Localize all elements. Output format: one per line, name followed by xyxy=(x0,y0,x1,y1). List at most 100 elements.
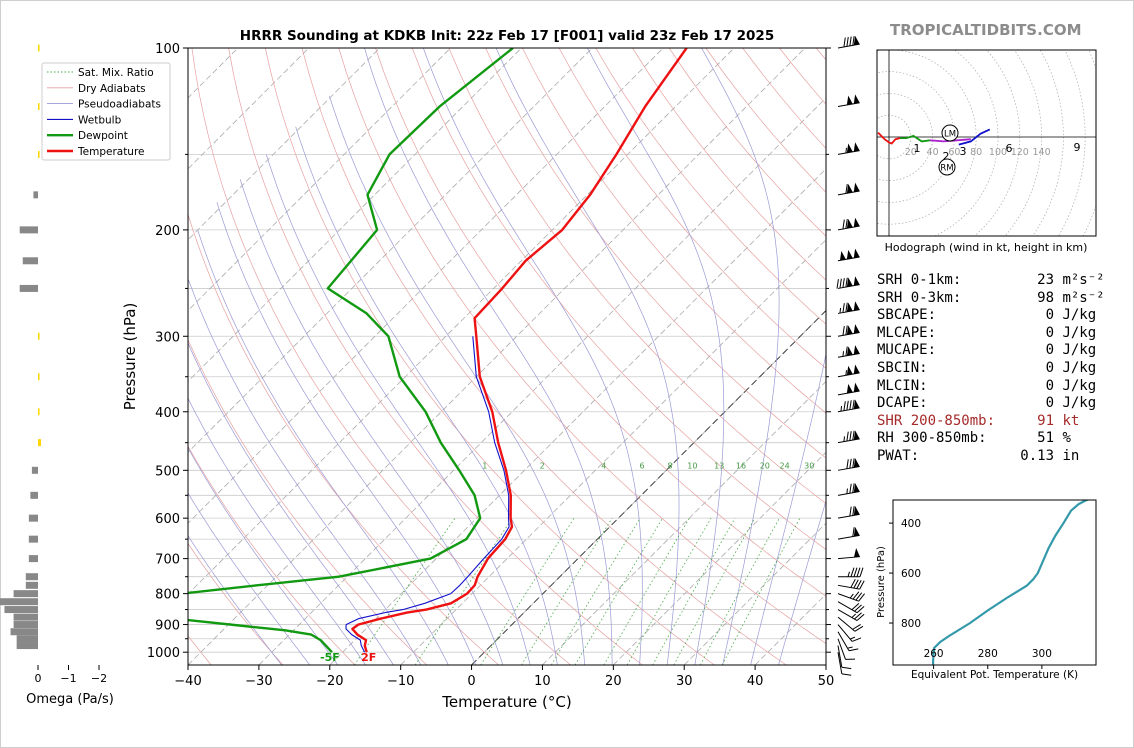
barb-half xyxy=(847,571,850,577)
omega-bar xyxy=(38,439,42,447)
parameter-row: SBCAPE: 0 J/kg xyxy=(877,307,1105,325)
theta-e-y-tick-label: 400 xyxy=(901,518,921,530)
barb-flag xyxy=(853,217,860,228)
barb-full xyxy=(858,593,865,602)
wind-barb xyxy=(837,94,860,108)
y-tick-label: 1000 xyxy=(147,646,180,661)
wind-barb xyxy=(837,217,860,231)
parameter-label: SBCAPE: xyxy=(877,307,1012,324)
barb-full xyxy=(849,431,852,441)
isotherm-line xyxy=(683,522,826,665)
parameter-row: MLCAPE: 0 J/kg xyxy=(877,325,1105,343)
pseudoadiabat xyxy=(239,179,504,665)
parameter-label: SHR 200-850mb: xyxy=(877,412,1012,429)
parameter-value: 23 xyxy=(1011,272,1055,288)
parameter-label: MLCAPE: xyxy=(877,324,1012,341)
omega-bar xyxy=(0,598,39,606)
x-axis-label: Temperature (°C) xyxy=(441,693,571,711)
theta-e-trace xyxy=(932,500,1090,665)
pseudoadiabat xyxy=(188,535,282,665)
hodograph-frame xyxy=(876,49,1097,237)
barb-half xyxy=(849,593,854,599)
mixing-ratio-line xyxy=(574,517,663,665)
barb-flag xyxy=(853,399,860,409)
wind-barb xyxy=(836,276,860,289)
dry-adiabat xyxy=(188,445,356,665)
barb-full xyxy=(846,36,849,47)
barb-staff xyxy=(837,638,846,660)
parameter-label: RH 300-850mb: xyxy=(877,430,1012,447)
surface-temperature-label: 2F xyxy=(361,651,376,664)
barb-full xyxy=(845,183,848,194)
barb-full xyxy=(845,277,848,288)
omega-tick-label: −1 xyxy=(60,672,76,685)
parameter-value: 0 xyxy=(1011,342,1055,359)
pseudoadiabat xyxy=(188,277,422,665)
barb-flag xyxy=(853,345,860,355)
barb-full xyxy=(852,527,855,537)
barb-full xyxy=(852,483,855,493)
legend: Sat. Mix. Ratio Dry Adiabats Pseudoadiabat… xyxy=(41,62,171,161)
dry-adiabat xyxy=(191,48,571,665)
parameter-unit: m²s⁻² xyxy=(1062,272,1105,288)
x-tick-label: 30 xyxy=(676,674,693,689)
hodograph-trace xyxy=(877,131,901,145)
dry-adiabat xyxy=(188,338,428,665)
hodograph-height-label: 3 xyxy=(960,145,967,158)
pseudoadiabat xyxy=(422,48,643,665)
wind-barb xyxy=(837,616,864,632)
barb-full xyxy=(843,401,846,411)
omega-bar xyxy=(38,373,40,381)
barb-full xyxy=(845,346,848,356)
mixing-ratio-label: 10 xyxy=(687,461,697,470)
omega-bar xyxy=(38,408,40,416)
barb-staff xyxy=(837,593,859,602)
dry-adiabat xyxy=(522,48,826,414)
parameter-value: 0 xyxy=(1011,377,1055,394)
omega-panel: 0 −1 −2 Omega (Pa/s) xyxy=(0,44,114,707)
hodograph-ring-label: 20 xyxy=(905,147,917,158)
omega-axis-label: Omega (Pa/s) xyxy=(26,692,114,707)
hodograph-ring-label: 100 xyxy=(989,147,1007,158)
barb-flag xyxy=(846,302,853,312)
barb-full xyxy=(855,592,863,601)
parameter-value: 0 xyxy=(1011,324,1055,341)
pseudoadiabat xyxy=(197,229,449,665)
barb-full xyxy=(850,578,856,588)
mixing-ratio-label: 30 xyxy=(804,461,814,470)
zero-isotherm xyxy=(471,309,826,665)
y-tick-label: 800 xyxy=(155,588,180,603)
barb-full xyxy=(852,458,855,468)
legend-entry: Temperature xyxy=(77,146,145,158)
barb-flag xyxy=(846,346,853,356)
mixing-ratio-line xyxy=(626,517,712,665)
barb-flag xyxy=(853,248,860,259)
x-tick-label: −10 xyxy=(387,674,414,689)
parameter-unit: J/kg xyxy=(1062,395,1097,412)
legend-entry: Dry Adiabats xyxy=(78,83,146,95)
parameter-row: MLCIN: 0 J/kg xyxy=(877,378,1105,396)
barb-full xyxy=(854,604,862,612)
parameter-label: DCAPE: xyxy=(877,395,1012,412)
barb-flag xyxy=(846,143,853,153)
parameter-label: SRH 0-3km: xyxy=(877,289,1012,306)
parameter-label: PWAT: xyxy=(877,447,1012,464)
wind-barbs-panel xyxy=(836,35,865,676)
barb-full xyxy=(856,613,865,621)
wind-barb xyxy=(837,301,860,314)
y-tick-label: 300 xyxy=(155,330,180,345)
barb-half xyxy=(842,351,845,357)
isotherm-line xyxy=(329,168,826,665)
wind-barb xyxy=(838,567,864,578)
dry-adiabat xyxy=(595,48,826,325)
wind-barb xyxy=(837,382,860,396)
pseudoadiabat xyxy=(329,95,586,665)
barb-full xyxy=(843,37,846,48)
pseudoadiabat xyxy=(265,154,531,665)
barb-flag xyxy=(846,95,853,105)
wind-barb xyxy=(837,182,860,196)
y-tick-label: 100 xyxy=(155,42,180,57)
wind-barb xyxy=(837,399,860,413)
legend-entry: Wetbulb xyxy=(78,114,122,126)
